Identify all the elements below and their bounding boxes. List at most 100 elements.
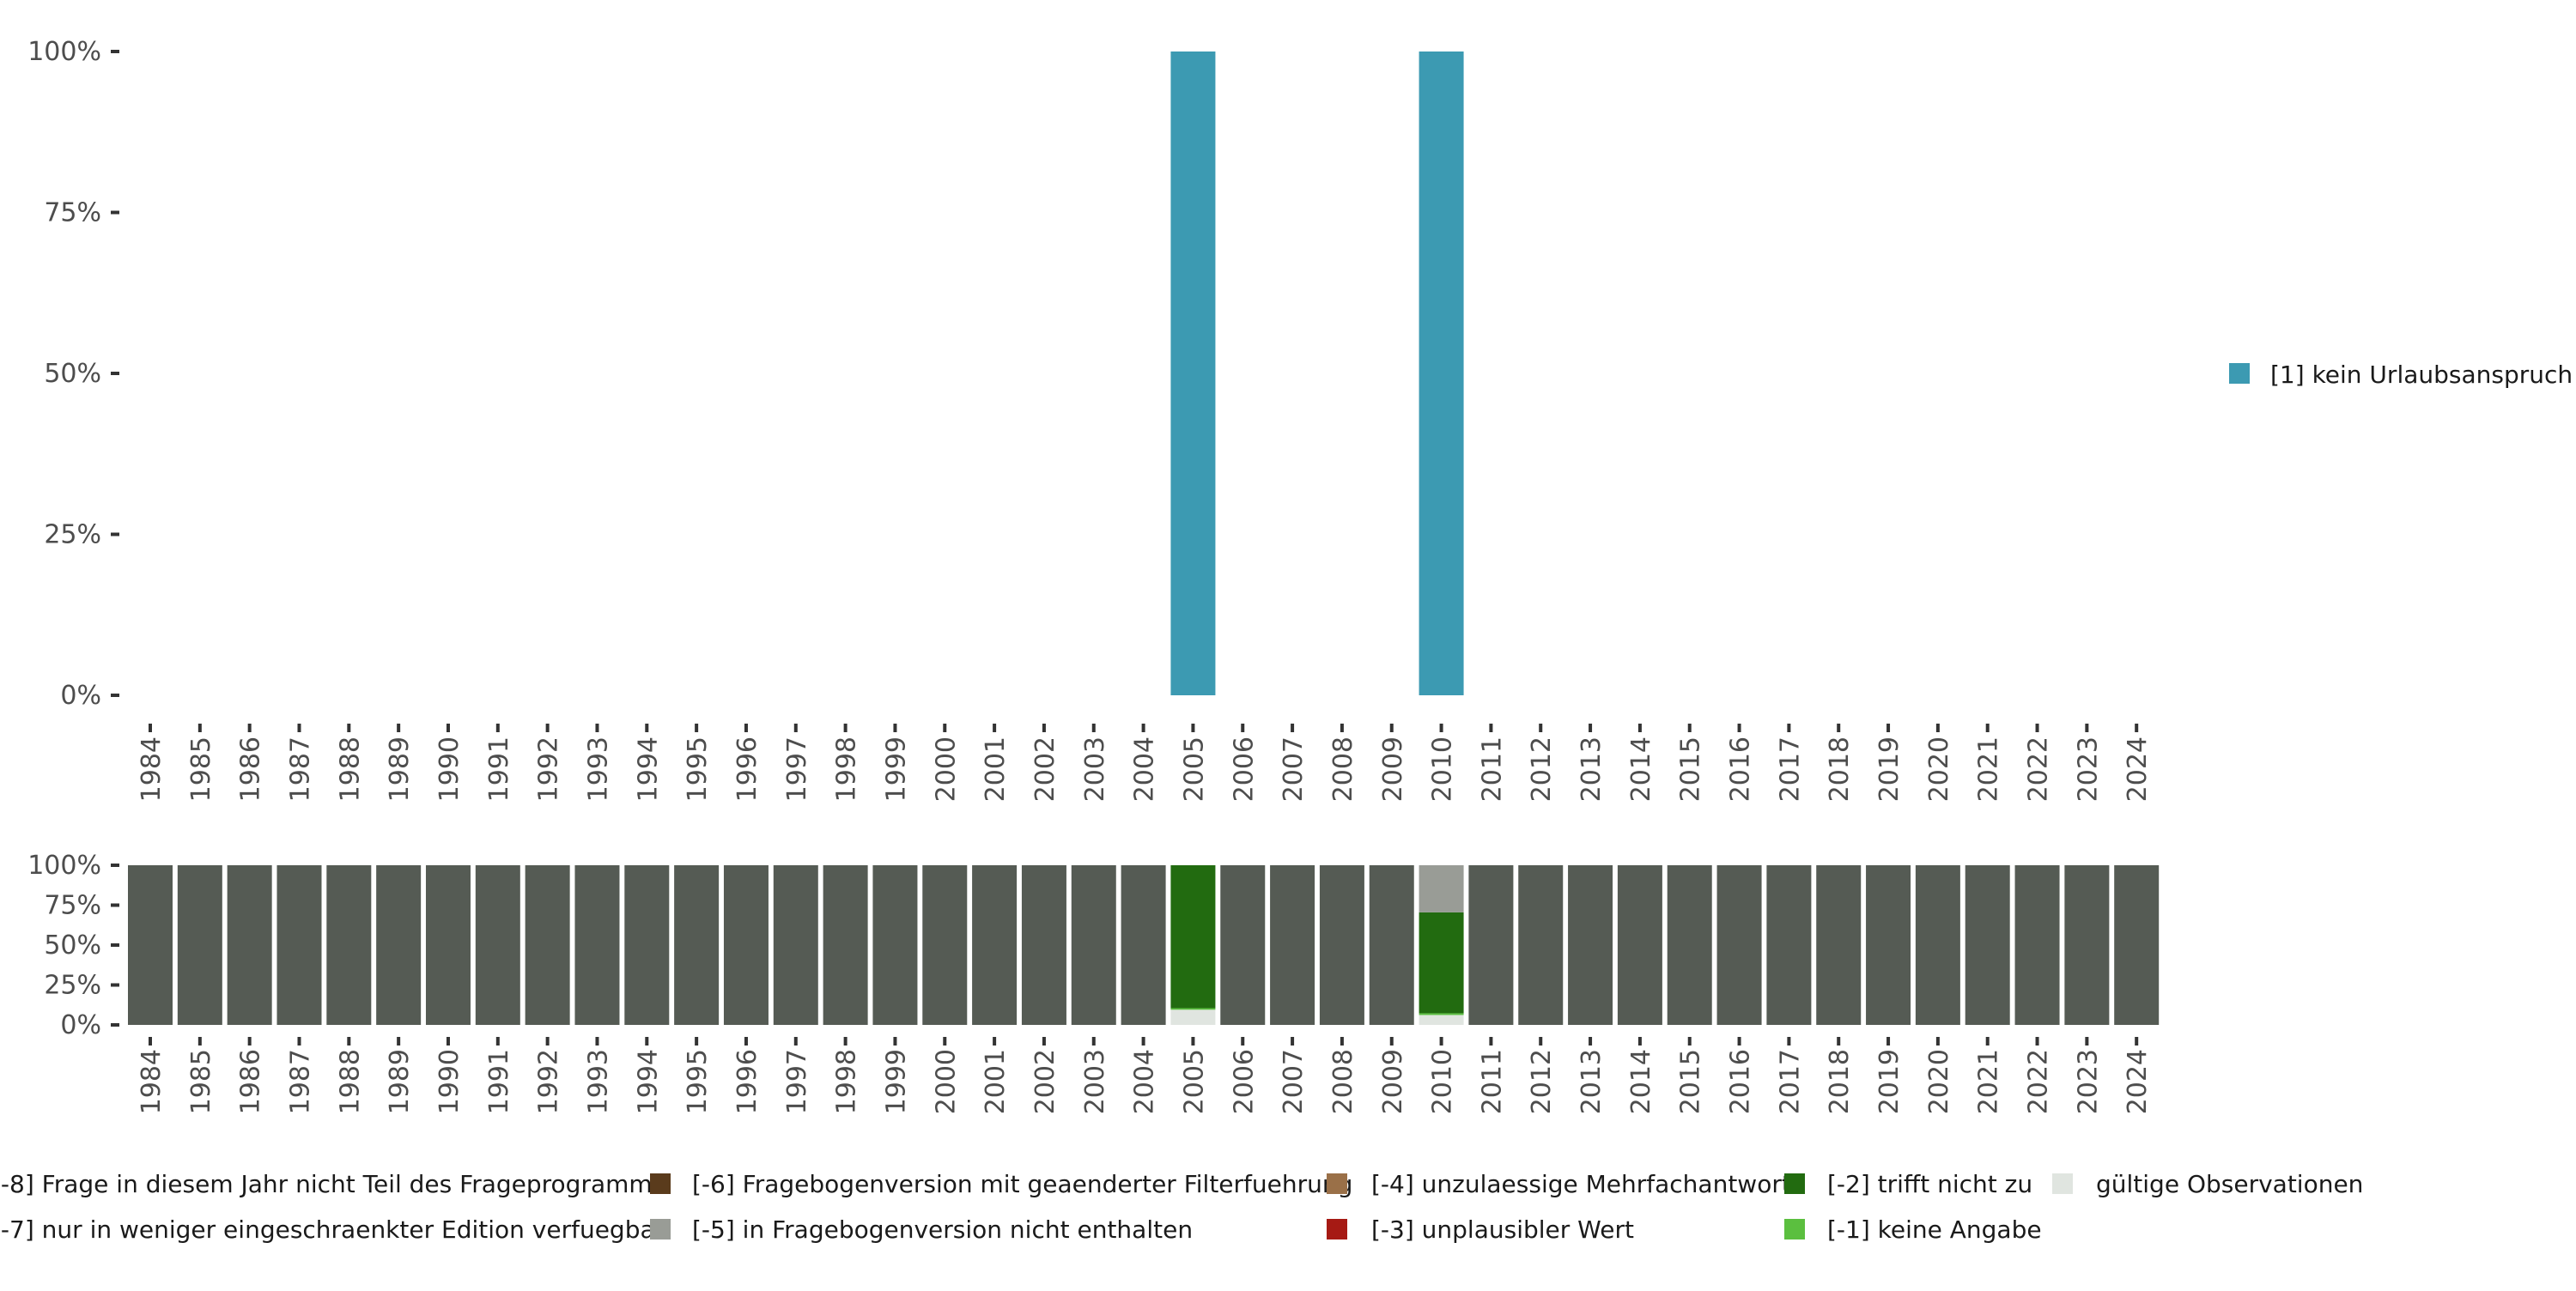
bottom-bar-segment-2022 xyxy=(2014,865,2060,1025)
bottom-x-tick xyxy=(1489,1037,1493,1046)
top-bar-2005 xyxy=(1170,52,1216,695)
top-x-tick xyxy=(595,724,599,732)
bottom-x-tick-label: 1985 xyxy=(186,1049,216,1114)
top-y-tick-label: 50% xyxy=(44,359,101,389)
bottom-x-tick xyxy=(843,1037,848,1046)
top-x-tick xyxy=(744,724,748,732)
bottom-bar-segment-2007 xyxy=(1270,865,1315,1025)
bottom-legend-swatch xyxy=(1784,1219,1805,1239)
bottom-legend-label: [-3] unplausibler Wert xyxy=(1371,1215,1634,1244)
bottom-x-tick-label: 1996 xyxy=(732,1049,762,1114)
bottom-x-tick xyxy=(695,1037,699,1046)
top-x-tick xyxy=(1637,724,1642,732)
bottom-x-tick-label: 1986 xyxy=(236,1049,266,1114)
top-x-tick xyxy=(347,724,351,732)
bottom-x-tick xyxy=(1886,1037,1891,1046)
top-x-tick-label: 2004 xyxy=(1130,736,1160,802)
bottom-bar-segment-2005 xyxy=(1170,1008,1216,1010)
bottom-bar-segment-2018 xyxy=(1816,865,1862,1025)
bottom-bar-segment-1995 xyxy=(674,865,720,1025)
bottom-x-tick-label: 2011 xyxy=(1477,1049,1507,1114)
bottom-y-tick-label: 50% xyxy=(44,930,101,961)
bottom-x-tick-label: 2016 xyxy=(1726,1049,1756,1114)
bottom-x-tick-label: 2013 xyxy=(1577,1049,1607,1114)
bottom-x-tick xyxy=(149,1037,152,1046)
bottom-bar-segment-2023 xyxy=(2064,865,2110,1025)
bottom-y-tick-label: 75% xyxy=(44,891,101,921)
bottom-bar-segment-2010 xyxy=(1419,865,1464,912)
bottom-x-tick xyxy=(1637,1037,1642,1046)
bottom-x-tick-label: 2005 xyxy=(1179,1049,1209,1114)
top-x-tick-label: 2024 xyxy=(2123,736,2153,802)
top-x-tick-label: 2021 xyxy=(1974,736,2004,802)
bottom-y-tick xyxy=(111,943,119,947)
top-x-tick-label: 2008 xyxy=(1328,736,1358,802)
top-x-tick-label: 1984 xyxy=(137,736,167,802)
top-x-tick-label: 2010 xyxy=(1428,736,1458,802)
bottom-x-tick-label: 2004 xyxy=(1130,1049,1160,1114)
bottom-bar-segment-2016 xyxy=(1716,865,1762,1025)
bottom-y-tick xyxy=(111,1023,119,1027)
bottom-x-tick-label: 2019 xyxy=(1874,1049,1905,1114)
top-x-tick-label: 1987 xyxy=(285,736,315,802)
bottom-x-tick xyxy=(2085,1037,2089,1046)
top-y-tick xyxy=(111,372,119,375)
bottom-x-tick-label: 1993 xyxy=(583,1049,613,1114)
top-x-tick-label: 1996 xyxy=(732,736,762,802)
bottom-bar-segment-2008 xyxy=(1319,865,1364,1025)
top-x-tick-label: 2018 xyxy=(1825,736,1855,802)
bottom-bar-segment-1986 xyxy=(227,865,272,1025)
bottom-y-tick xyxy=(111,903,119,907)
bottom-x-tick-label: 2023 xyxy=(2073,1049,2103,1114)
bottom-bar-segment-2010 xyxy=(1419,912,1464,1014)
bottom-x-tick-label: 1987 xyxy=(285,1049,315,1114)
top-x-tick xyxy=(843,724,848,732)
bottom-bar-segment-2003 xyxy=(1071,865,1116,1025)
bottom-bar-segment-2017 xyxy=(1766,865,1812,1025)
top-x-tick-label: 1999 xyxy=(881,736,911,802)
bottom-bar-segment-2009 xyxy=(1369,865,1414,1025)
bottom-x-tick xyxy=(2135,1037,2139,1046)
bottom-x-tick xyxy=(1737,1037,1741,1046)
top-x-tick-label: 2015 xyxy=(1676,736,1706,802)
top-x-tick xyxy=(545,724,550,732)
bottom-x-tick-label: 1995 xyxy=(683,1049,713,1114)
bottom-x-tick xyxy=(1985,1037,1990,1046)
top-x-tick xyxy=(297,724,301,732)
top-x-tick-label: 1998 xyxy=(832,736,862,802)
bottom-x-tick-label: 2022 xyxy=(2024,1049,2054,1114)
bottom-x-tick xyxy=(1241,1037,1245,1046)
top-x-tick xyxy=(446,724,450,732)
bottom-x-tick-label: 1990 xyxy=(434,1049,465,1114)
bottom-x-tick-label: 2024 xyxy=(2123,1049,2153,1114)
bottom-bar-segment-1989 xyxy=(376,865,422,1025)
top-x-tick xyxy=(1935,724,1940,732)
top-x-tick xyxy=(2085,724,2089,732)
top-x-tick xyxy=(1340,724,1344,732)
top-x-tick xyxy=(1241,724,1245,732)
top-x-tick-label: 2023 xyxy=(2073,736,2103,802)
bottom-x-tick-label: 1991 xyxy=(484,1049,514,1114)
bottom-bar-segment-1993 xyxy=(574,865,620,1025)
top-x-tick xyxy=(1539,724,1543,732)
bottom-x-tick-label: 2015 xyxy=(1676,1049,1706,1114)
top-x-tick xyxy=(993,724,997,732)
bottom-bar-segment-2012 xyxy=(1518,865,1564,1025)
bottom-x-tick-label: 2014 xyxy=(1626,1049,1656,1114)
bottom-bar-segment-1999 xyxy=(872,865,918,1025)
bottom-legend-label: [-2] trifft nicht zu xyxy=(1827,1170,2032,1198)
bottom-x-tick-label: 2021 xyxy=(1974,1049,2004,1114)
bottom-bar-segment-1984 xyxy=(128,865,173,1025)
bottom-legend-swatch xyxy=(2052,1173,2073,1194)
top-x-tick xyxy=(1489,724,1493,732)
bottom-bar-segment-2000 xyxy=(922,865,968,1025)
bottom-x-tick xyxy=(1589,1037,1593,1046)
bottom-x-tick-label: 2017 xyxy=(1775,1049,1805,1114)
top-x-tick-label: 1997 xyxy=(782,736,812,802)
bottom-y-tick-label: 100% xyxy=(27,851,101,881)
top-x-tick-label: 1986 xyxy=(236,736,266,802)
top-x-tick-label: 2011 xyxy=(1477,736,1507,802)
top-x-tick xyxy=(1837,724,1841,732)
bottom-legend-label: [-5] in Fragebogenversion nicht enthalte… xyxy=(692,1215,1193,1244)
top-x-tick-label: 2013 xyxy=(1577,736,1607,802)
